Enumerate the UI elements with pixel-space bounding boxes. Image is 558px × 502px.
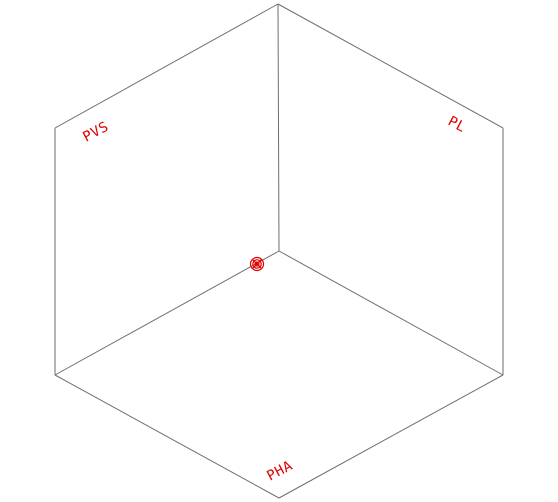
edge-center-right <box>278 250 504 376</box>
origin-marker-icon <box>249 256 265 272</box>
label-pvs: PVS <box>80 119 111 146</box>
edge-top-right <box>277 3 504 129</box>
label-pl: PL <box>445 113 468 136</box>
inner-edges <box>54 3 504 376</box>
outer-hexagon <box>54 3 504 499</box>
edge-bottom-left <box>54 374 280 499</box>
edge-bottom-right <box>278 374 504 499</box>
marker-cross-b <box>251 258 263 270</box>
edge-center-left <box>54 250 280 376</box>
marker-middle-ring <box>252 259 262 269</box>
edge-top-left <box>54 3 279 129</box>
marker-outer-ring <box>249 256 265 272</box>
label-pha: PHA <box>264 458 295 485</box>
edge-center-up <box>277 3 280 252</box>
marker-inner-ring <box>254 261 260 267</box>
